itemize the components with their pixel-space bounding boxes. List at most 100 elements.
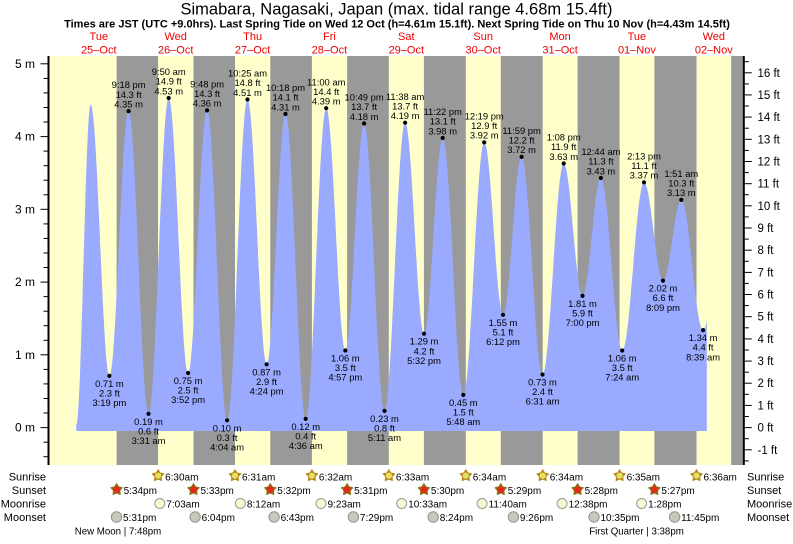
svg-text:4.39 m: 4.39 m	[312, 96, 341, 107]
svg-text:27–Oct: 27–Oct	[235, 45, 270, 57]
svg-text:Sunrise: Sunrise	[9, 472, 46, 484]
svg-text:9:26pm: 9:26pm	[520, 513, 553, 524]
svg-text:10.3 ft: 10.3 ft	[668, 178, 694, 189]
svg-text:2.5 ft: 2.5 ft	[178, 385, 199, 396]
svg-text:1.06 m: 1.06 m	[608, 353, 637, 364]
svg-text:8:24pm: 8:24pm	[440, 513, 473, 524]
svg-text:10 ft: 10 ft	[758, 201, 781, 213]
svg-text:3.72 m: 3.72 m	[507, 144, 536, 155]
svg-text:3.63 m: 3.63 m	[549, 151, 578, 162]
svg-text:Wed: Wed	[164, 31, 186, 43]
svg-text:6:31 am: 6:31 am	[526, 396, 560, 407]
svg-text:2 m: 2 m	[15, 275, 35, 289]
svg-text:6:33am: 6:33am	[396, 473, 429, 484]
svg-text:0.8 ft: 0.8 ft	[374, 423, 395, 434]
svg-text:11:38 am: 11:38 am	[386, 91, 425, 102]
svg-text:5:27pm: 5:27pm	[661, 486, 694, 497]
svg-text:Moonrise: Moonrise	[747, 499, 792, 511]
svg-text:4:04 am: 4:04 am	[210, 442, 244, 453]
svg-text:3.13 m: 3.13 m	[667, 187, 696, 198]
svg-text:11:00 am: 11:00 am	[307, 76, 346, 87]
svg-text:6 ft: 6 ft	[758, 290, 775, 302]
svg-text:Tue: Tue	[628, 31, 647, 43]
svg-text:5:34pm: 5:34pm	[124, 486, 157, 497]
svg-text:12.9 ft: 12.9 ft	[471, 120, 497, 131]
svg-text:0.12 m: 0.12 m	[291, 421, 320, 432]
svg-text:5.1 ft: 5.1 ft	[493, 326, 514, 337]
svg-text:4.53 m: 4.53 m	[154, 85, 183, 96]
svg-text:3.5 ft: 3.5 ft	[335, 362, 356, 373]
svg-text:13.7 ft: 13.7 ft	[392, 100, 418, 111]
svg-text:4.18 m: 4.18 m	[350, 111, 379, 122]
svg-text:4:57 pm: 4:57 pm	[328, 372, 362, 383]
svg-text:5:30pm: 5:30pm	[431, 486, 464, 497]
svg-text:6:43pm: 6:43pm	[281, 513, 314, 524]
svg-text:1 ft: 1 ft	[758, 400, 775, 412]
svg-text:12.2 ft: 12.2 ft	[509, 135, 535, 146]
svg-text:4:36 am: 4:36 am	[289, 440, 323, 451]
svg-text:13.1 ft: 13.1 ft	[430, 116, 456, 127]
svg-text:7:00 pm: 7:00 pm	[566, 317, 600, 328]
svg-text:8:12am: 8:12am	[247, 500, 280, 511]
svg-text:7:03am: 7:03am	[166, 500, 199, 511]
svg-text:2.3 ft: 2.3 ft	[99, 388, 120, 399]
svg-text:Sat: Sat	[398, 31, 415, 43]
svg-text:6:34am: 6:34am	[550, 473, 583, 484]
svg-text:26–Oct: 26–Oct	[158, 45, 193, 57]
svg-text:4.2 ft: 4.2 ft	[414, 345, 435, 356]
svg-text:14.4 ft: 14.4 ft	[313, 86, 339, 97]
svg-text:11.9 ft: 11.9 ft	[551, 141, 577, 152]
svg-text:4.19 m: 4.19 m	[391, 110, 420, 121]
svg-text:0 ft: 0 ft	[758, 423, 775, 435]
svg-text:New Moon | 7:48pm: New Moon | 7:48pm	[75, 527, 162, 538]
svg-text:3.5 ft: 3.5 ft	[612, 362, 633, 373]
svg-text:1.5 ft: 1.5 ft	[453, 407, 474, 418]
svg-text:1.55 m: 1.55 m	[489, 317, 518, 328]
svg-text:0.71 m: 0.71 m	[95, 378, 124, 389]
svg-text:6:31am: 6:31am	[242, 473, 275, 484]
svg-text:5 ft: 5 ft	[758, 312, 775, 324]
svg-text:7 ft: 7 ft	[758, 267, 775, 279]
svg-text:1.34 m: 1.34 m	[689, 332, 718, 343]
svg-text:12:19 pm: 12:19 pm	[465, 111, 504, 122]
svg-text:5:31pm: 5:31pm	[354, 486, 387, 497]
svg-text:11:22 pm: 11:22 pm	[423, 106, 462, 117]
svg-text:28–Oct: 28–Oct	[312, 45, 347, 57]
svg-text:14.3 ft: 14.3 ft	[194, 88, 220, 99]
svg-text:Moonset: Moonset	[747, 512, 789, 524]
svg-text:10:33am: 10:33am	[408, 500, 447, 511]
svg-text:15 ft: 15 ft	[758, 90, 781, 102]
svg-text:5:31pm: 5:31pm	[123, 513, 156, 524]
svg-text:8 ft: 8 ft	[758, 245, 775, 257]
svg-text:6:04pm: 6:04pm	[202, 513, 235, 524]
svg-text:Wed: Wed	[703, 31, 725, 43]
svg-text:7:29pm: 7:29pm	[360, 513, 393, 524]
svg-text:3 ft: 3 ft	[758, 356, 775, 368]
svg-text:2.9 ft: 2.9 ft	[256, 376, 277, 387]
svg-text:2.4 ft: 2.4 ft	[532, 386, 553, 397]
svg-text:1:28pm: 1:28pm	[648, 500, 681, 511]
svg-text:4.35 m: 4.35 m	[114, 98, 143, 109]
svg-text:9:50 am: 9:50 am	[152, 66, 186, 77]
svg-text:Simabara, Nagasaki, Japan (max: Simabara, Nagasaki, Japan (max. tidal ra…	[181, 1, 613, 19]
svg-text:5:33pm: 5:33pm	[201, 486, 234, 497]
svg-text:5:48 am: 5:48 am	[446, 416, 480, 427]
svg-text:0.3 ft: 0.3 ft	[217, 432, 238, 443]
svg-text:0.10 m: 0.10 m	[213, 422, 242, 433]
svg-text:1.06 m: 1.06 m	[331, 353, 360, 364]
svg-text:12:38pm: 12:38pm	[569, 500, 608, 511]
svg-text:-1 ft: -1 ft	[758, 445, 779, 457]
svg-text:8:09 pm: 8:09 pm	[646, 302, 680, 313]
svg-text:01–Nov: 01–Nov	[618, 45, 656, 57]
svg-text:9:48 pm: 9:48 pm	[190, 79, 224, 90]
svg-text:14.9 ft: 14.9 ft	[156, 76, 182, 87]
svg-text:0.19 m: 0.19 m	[134, 416, 163, 427]
svg-text:3.92 m: 3.92 m	[470, 130, 499, 141]
svg-text:11:45pm: 11:45pm	[681, 513, 719, 524]
svg-text:3:19 pm: 3:19 pm	[92, 397, 126, 408]
svg-text:6:32am: 6:32am	[319, 473, 352, 484]
svg-text:3.37 m: 3.37 m	[630, 170, 659, 181]
svg-text:4.36 m: 4.36 m	[193, 98, 222, 109]
svg-text:31–Oct: 31–Oct	[542, 45, 577, 57]
svg-text:25–Oct: 25–Oct	[81, 45, 116, 57]
